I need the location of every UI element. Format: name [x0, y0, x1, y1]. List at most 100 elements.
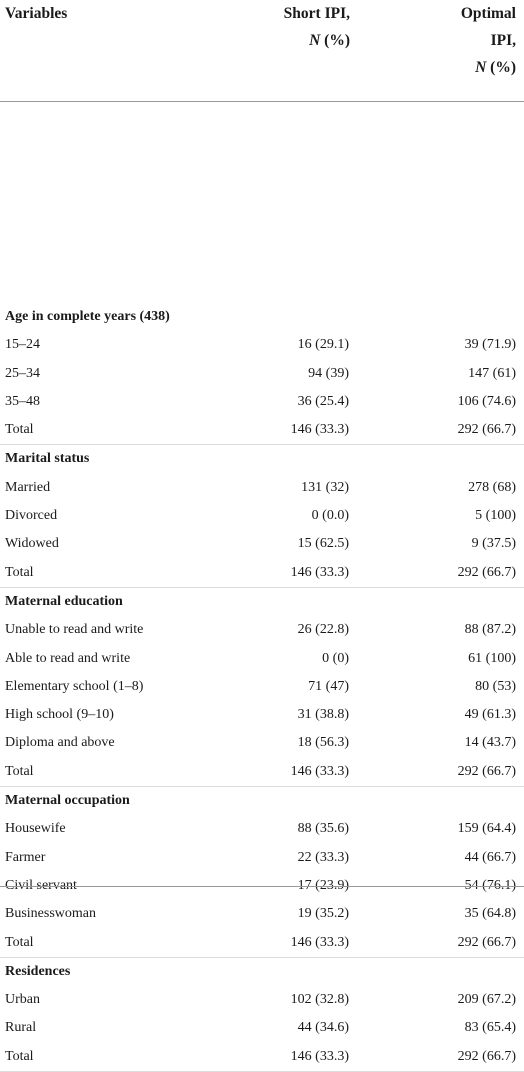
table-row: Unable to read and write 26 (22.8) 88 (87.…: [0, 616, 524, 644]
row-label: Total: [0, 757, 222, 788]
row-label: Divorced: [5, 508, 58, 524]
short-ipi-value: 36 (25.4): [297, 393, 349, 409]
optimal-ipi-value: 39 (71.9): [464, 337, 516, 353]
optimal-ipi-value: 49 (61.3): [464, 707, 516, 723]
optimal-ipi-value: 14 (43.7): [464, 735, 516, 751]
header-optimal-ipi: Optimal IPI, N (%): [360, 0, 524, 101]
table-header: Variables Short IPI, N (%) Optimal IPI, …: [0, 0, 524, 303]
header-short-ipi-n: N: [309, 32, 321, 49]
optimal-ipi-value: 292 (66.7): [360, 1042, 524, 1072]
short-ipi-value: 18 (56.3): [297, 735, 349, 751]
section-title: Maternal education: [5, 593, 123, 609]
row-label: Urban: [5, 992, 40, 1008]
optimal-ipi-value: 209 (67.2): [457, 992, 516, 1008]
total-row: Total 146 (33.3) 292 (66.7): [0, 416, 524, 446]
short-ipi-value: 0 (0.0): [311, 508, 349, 524]
short-ipi-value: 94 (39): [308, 365, 349, 381]
optimal-ipi-value: 292 (66.7): [360, 928, 524, 958]
total-row: Total 146 (33.3) 292 (66.7): [0, 1042, 524, 1072]
short-ipi-value: 146 (33.3): [222, 757, 360, 788]
optimal-ipi-value: 292 (66.7): [360, 416, 524, 446]
short-ipi-value: 102 (32.8): [290, 992, 349, 1008]
header-optimal-n: N: [475, 59, 487, 76]
table-row: Businesswoman 19 (35.2) 35 (64.8): [0, 900, 524, 928]
header-short-ipi: Short IPI, N (%): [222, 0, 360, 101]
short-ipi-value: 146 (33.3): [222, 1042, 360, 1072]
header-spacer: [0, 202, 524, 303]
table-row: 15–24 16 (29.1) 39 (71.9): [0, 331, 524, 359]
section-title: Maternal occupation: [5, 793, 130, 809]
row-label: Farmer: [5, 849, 46, 865]
row-label: Rural: [5, 1020, 37, 1036]
short-ipi-value: 44 (34.6): [297, 1020, 349, 1036]
optimal-ipi-value: 292 (66.7): [360, 757, 524, 788]
optimal-ipi-value: 80 (53): [475, 678, 516, 694]
header-optimal-line2: IPI,: [490, 32, 516, 49]
table-row: 25–34 94 (39) 147 (61): [0, 360, 524, 388]
row-label: Elementary school (1–8): [5, 678, 144, 694]
header-optimal-pct: (%): [486, 59, 516, 76]
optimal-ipi-value: 106 (74.6): [457, 393, 516, 409]
short-ipi-value: 0 (0): [322, 650, 349, 666]
section-title: Marital status: [5, 451, 90, 467]
row-label: Total: [0, 928, 222, 958]
table-row: 35–48 36 (25.4) 106 (74.6): [0, 388, 524, 416]
optimal-ipi-value: 278 (68): [468, 479, 516, 495]
optimal-ipi-value: 88 (87.2): [464, 622, 516, 638]
short-ipi-value: 131 (32): [301, 479, 349, 495]
section-title: Age in complete years (438): [5, 309, 170, 324]
table-body: Age in complete years (438) 15–24 16 (29.1…: [0, 303, 524, 1072]
row-label: Civil servant: [5, 877, 77, 893]
short-ipi-value: 71 (47): [308, 678, 349, 694]
optimal-ipi-value: 35 (64.8): [464, 906, 516, 922]
row-label: Able to read and write: [5, 650, 131, 666]
optimal-ipi-value: 83 (65.4): [464, 1020, 516, 1036]
total-row: Total 146 (33.3) 292 (66.7): [0, 558, 524, 588]
table-row: Divorced 0 (0.0) 5 (100): [0, 502, 524, 530]
optimal-ipi-value: 147 (61): [468, 365, 516, 381]
table-row: Widowed 15 (62.5) 9 (37.5): [0, 530, 524, 558]
total-row: Total 146 (33.3) 292 (66.7): [0, 928, 524, 958]
short-ipi-value: 31 (38.8): [297, 707, 349, 723]
section-title: Residences: [5, 963, 71, 979]
section-header-row: Maternal occupation: [0, 787, 524, 816]
table-container: Variables Short IPI, N (%) Optimal IPI, …: [0, 5, 524, 1072]
short-ipi-value: 22 (33.3): [297, 849, 349, 865]
row-label: Widowed: [5, 536, 59, 552]
section-header-row: Age in complete years (438): [0, 303, 524, 331]
short-ipi-value: 16 (29.1): [297, 337, 349, 353]
optimal-ipi-value: 5 (100): [475, 508, 516, 524]
section-header-row: Residences: [0, 957, 524, 986]
row-label: Total: [0, 416, 222, 446]
table-row: Diploma and above 18 (56.3) 14 (43.7): [0, 729, 524, 757]
table-row: Married 131 (32) 278 (68): [0, 474, 524, 502]
short-ipi-value: 26 (22.8): [297, 622, 349, 638]
header-rule: [0, 100, 524, 202]
row-label: High school (9–10): [5, 707, 114, 723]
row-label: Total: [0, 558, 222, 588]
short-ipi-value: 146 (33.3): [222, 558, 360, 588]
table-row: Elementary school (1–8) 71 (47) 80 (53): [0, 673, 524, 701]
short-ipi-value: 15 (62.5): [297, 536, 349, 552]
short-ipi-value: 146 (33.3): [222, 416, 360, 446]
short-ipi-value: 88 (35.6): [297, 821, 349, 837]
short-ipi-value: 19 (35.2): [297, 906, 349, 922]
row-label: Unable to read and write: [5, 622, 144, 638]
table-row: High school (9–10) 31 (38.8) 49 (61.3): [0, 701, 524, 729]
row-label: 15–24: [5, 337, 40, 353]
optimal-ipi-value: 54 (76.1): [464, 877, 516, 893]
header-short-ipi-pct: (%): [320, 32, 350, 49]
header-variables: Variables: [5, 5, 68, 22]
row-label: Married: [5, 479, 51, 495]
short-ipi-value: 17 (23.9): [297, 877, 349, 893]
table-row: Housewife 88 (35.6) 159 (64.4): [0, 815, 524, 843]
short-ipi-value: 146 (33.3): [222, 928, 360, 958]
section-header-row: Marital status: [0, 445, 524, 474]
optimal-ipi-value: 61 (100): [468, 650, 516, 666]
row-label: 25–34: [5, 365, 40, 381]
table-row: Able to read and write 0 (0) 61 (100): [0, 645, 524, 673]
header-row: Variables Short IPI, N (%) Optimal IPI, …: [0, 0, 524, 101]
optimal-ipi-value: 44 (66.7): [464, 849, 516, 865]
section-header-row: Maternal education: [0, 587, 524, 616]
